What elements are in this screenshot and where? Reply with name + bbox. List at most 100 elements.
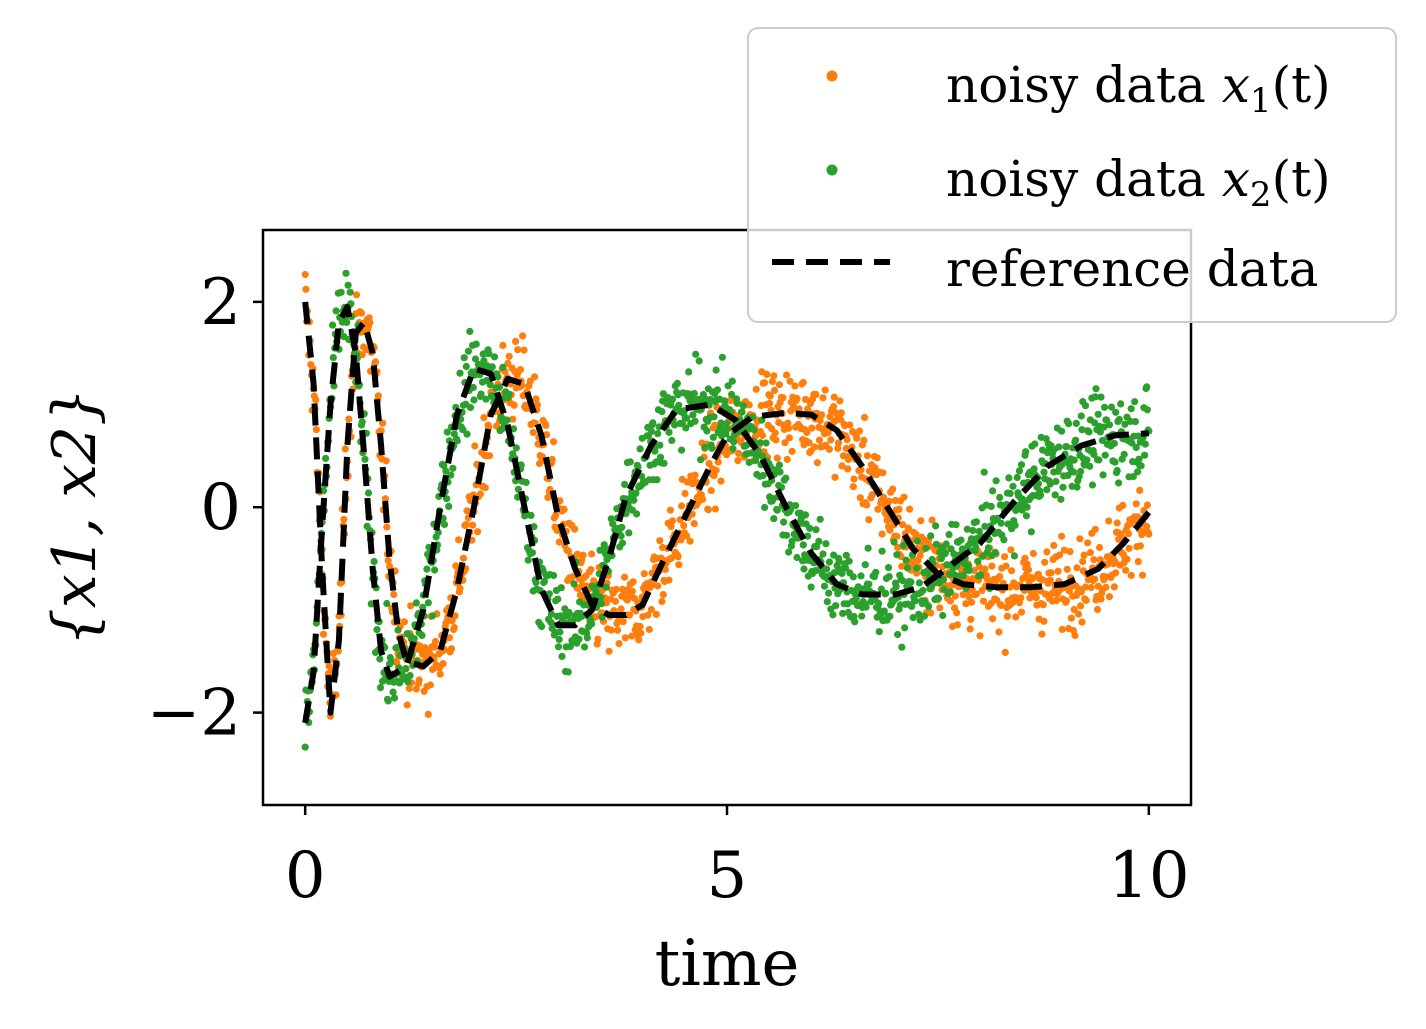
data-point [505, 390, 513, 398]
data-point [916, 551, 924, 560]
data-point [1110, 439, 1118, 448]
data-point [953, 621, 962, 629]
data-point [1115, 479, 1123, 487]
data-point [612, 585, 620, 594]
data-point [668, 395, 677, 403]
data-point [895, 505, 903, 513]
data-point [1115, 415, 1123, 424]
data-point [842, 564, 850, 572]
data-point [647, 427, 656, 435]
data-point [992, 477, 1000, 485]
data-point [827, 436, 835, 444]
data-point [932, 540, 940, 548]
data-point [793, 553, 801, 562]
data-point [893, 532, 901, 540]
data-point [885, 573, 893, 581]
data-point [636, 445, 644, 453]
data-point [886, 612, 894, 620]
legend: noisy data x1(t) noisy data x2(t) referenc… [747, 27, 1397, 323]
data-point [555, 538, 563, 546]
data-point [597, 600, 606, 608]
data-point [519, 332, 527, 340]
data-point [431, 566, 439, 574]
data-point [488, 363, 496, 371]
legend-marker-point [826, 164, 838, 176]
data-point [766, 392, 774, 400]
reference-line-1 [302, 301, 1152, 716]
series-2-points [301, 269, 1153, 751]
data-point [635, 636, 643, 644]
data-point [403, 701, 411, 709]
data-point [658, 597, 666, 606]
data-point [1058, 532, 1066, 540]
data-point [485, 452, 494, 460]
data-point [1127, 571, 1135, 580]
data-point [1137, 462, 1145, 470]
data-point [801, 511, 810, 519]
data-point [594, 635, 602, 643]
data-point [569, 573, 577, 581]
data-point [1084, 539, 1092, 547]
data-point [1112, 408, 1120, 416]
data-point [660, 459, 668, 467]
data-point [364, 489, 373, 497]
data-point [1093, 605, 1102, 614]
data-point [976, 632, 984, 640]
x-tick-label: 5 [707, 839, 748, 913]
data-point [689, 411, 697, 419]
legend-marker-point [826, 70, 838, 82]
data-point [1076, 535, 1084, 543]
data-point [632, 489, 640, 497]
data-point [301, 270, 309, 279]
data-point [1069, 468, 1078, 476]
data-point [907, 578, 915, 586]
data-point [588, 550, 596, 558]
data-point [456, 369, 464, 377]
data-point [1006, 489, 1014, 498]
data-point [530, 523, 538, 531]
data-point [533, 401, 542, 409]
data-point [1095, 456, 1103, 464]
data-point [775, 381, 784, 389]
data-point [618, 539, 627, 547]
data-point [728, 377, 736, 385]
data-point [782, 474, 790, 482]
data-point [913, 564, 921, 572]
data-point [656, 441, 664, 449]
data-point [695, 357, 703, 365]
data-point [538, 622, 546, 631]
data-point [1124, 530, 1132, 538]
data-point [653, 476, 661, 484]
data-point [816, 416, 824, 425]
data-point [717, 477, 725, 485]
data-point [628, 587, 637, 595]
data-point [902, 556, 910, 564]
data-point [460, 354, 468, 362]
data-point [717, 419, 725, 427]
data-point [812, 526, 820, 534]
data-point [376, 655, 384, 663]
data-point [1119, 501, 1127, 509]
data-point [640, 570, 648, 578]
data-point [540, 577, 549, 586]
data-point [816, 515, 824, 523]
data-point [1132, 500, 1140, 508]
data-point [1001, 553, 1009, 561]
data-point [329, 354, 337, 362]
data-point [780, 518, 788, 526]
data-point [428, 612, 437, 620]
data-point [878, 547, 886, 555]
data-point [819, 394, 827, 402]
data-point [405, 684, 413, 693]
data-point [1027, 528, 1035, 536]
data-point [704, 506, 713, 514]
data-point [868, 491, 876, 499]
data-point [1040, 617, 1048, 625]
data-point [825, 589, 833, 597]
data-point [981, 522, 989, 531]
data-point [980, 468, 988, 476]
data-point [783, 455, 791, 463]
data-point [656, 537, 664, 545]
data-point [951, 571, 959, 579]
data-point [1065, 420, 1073, 428]
